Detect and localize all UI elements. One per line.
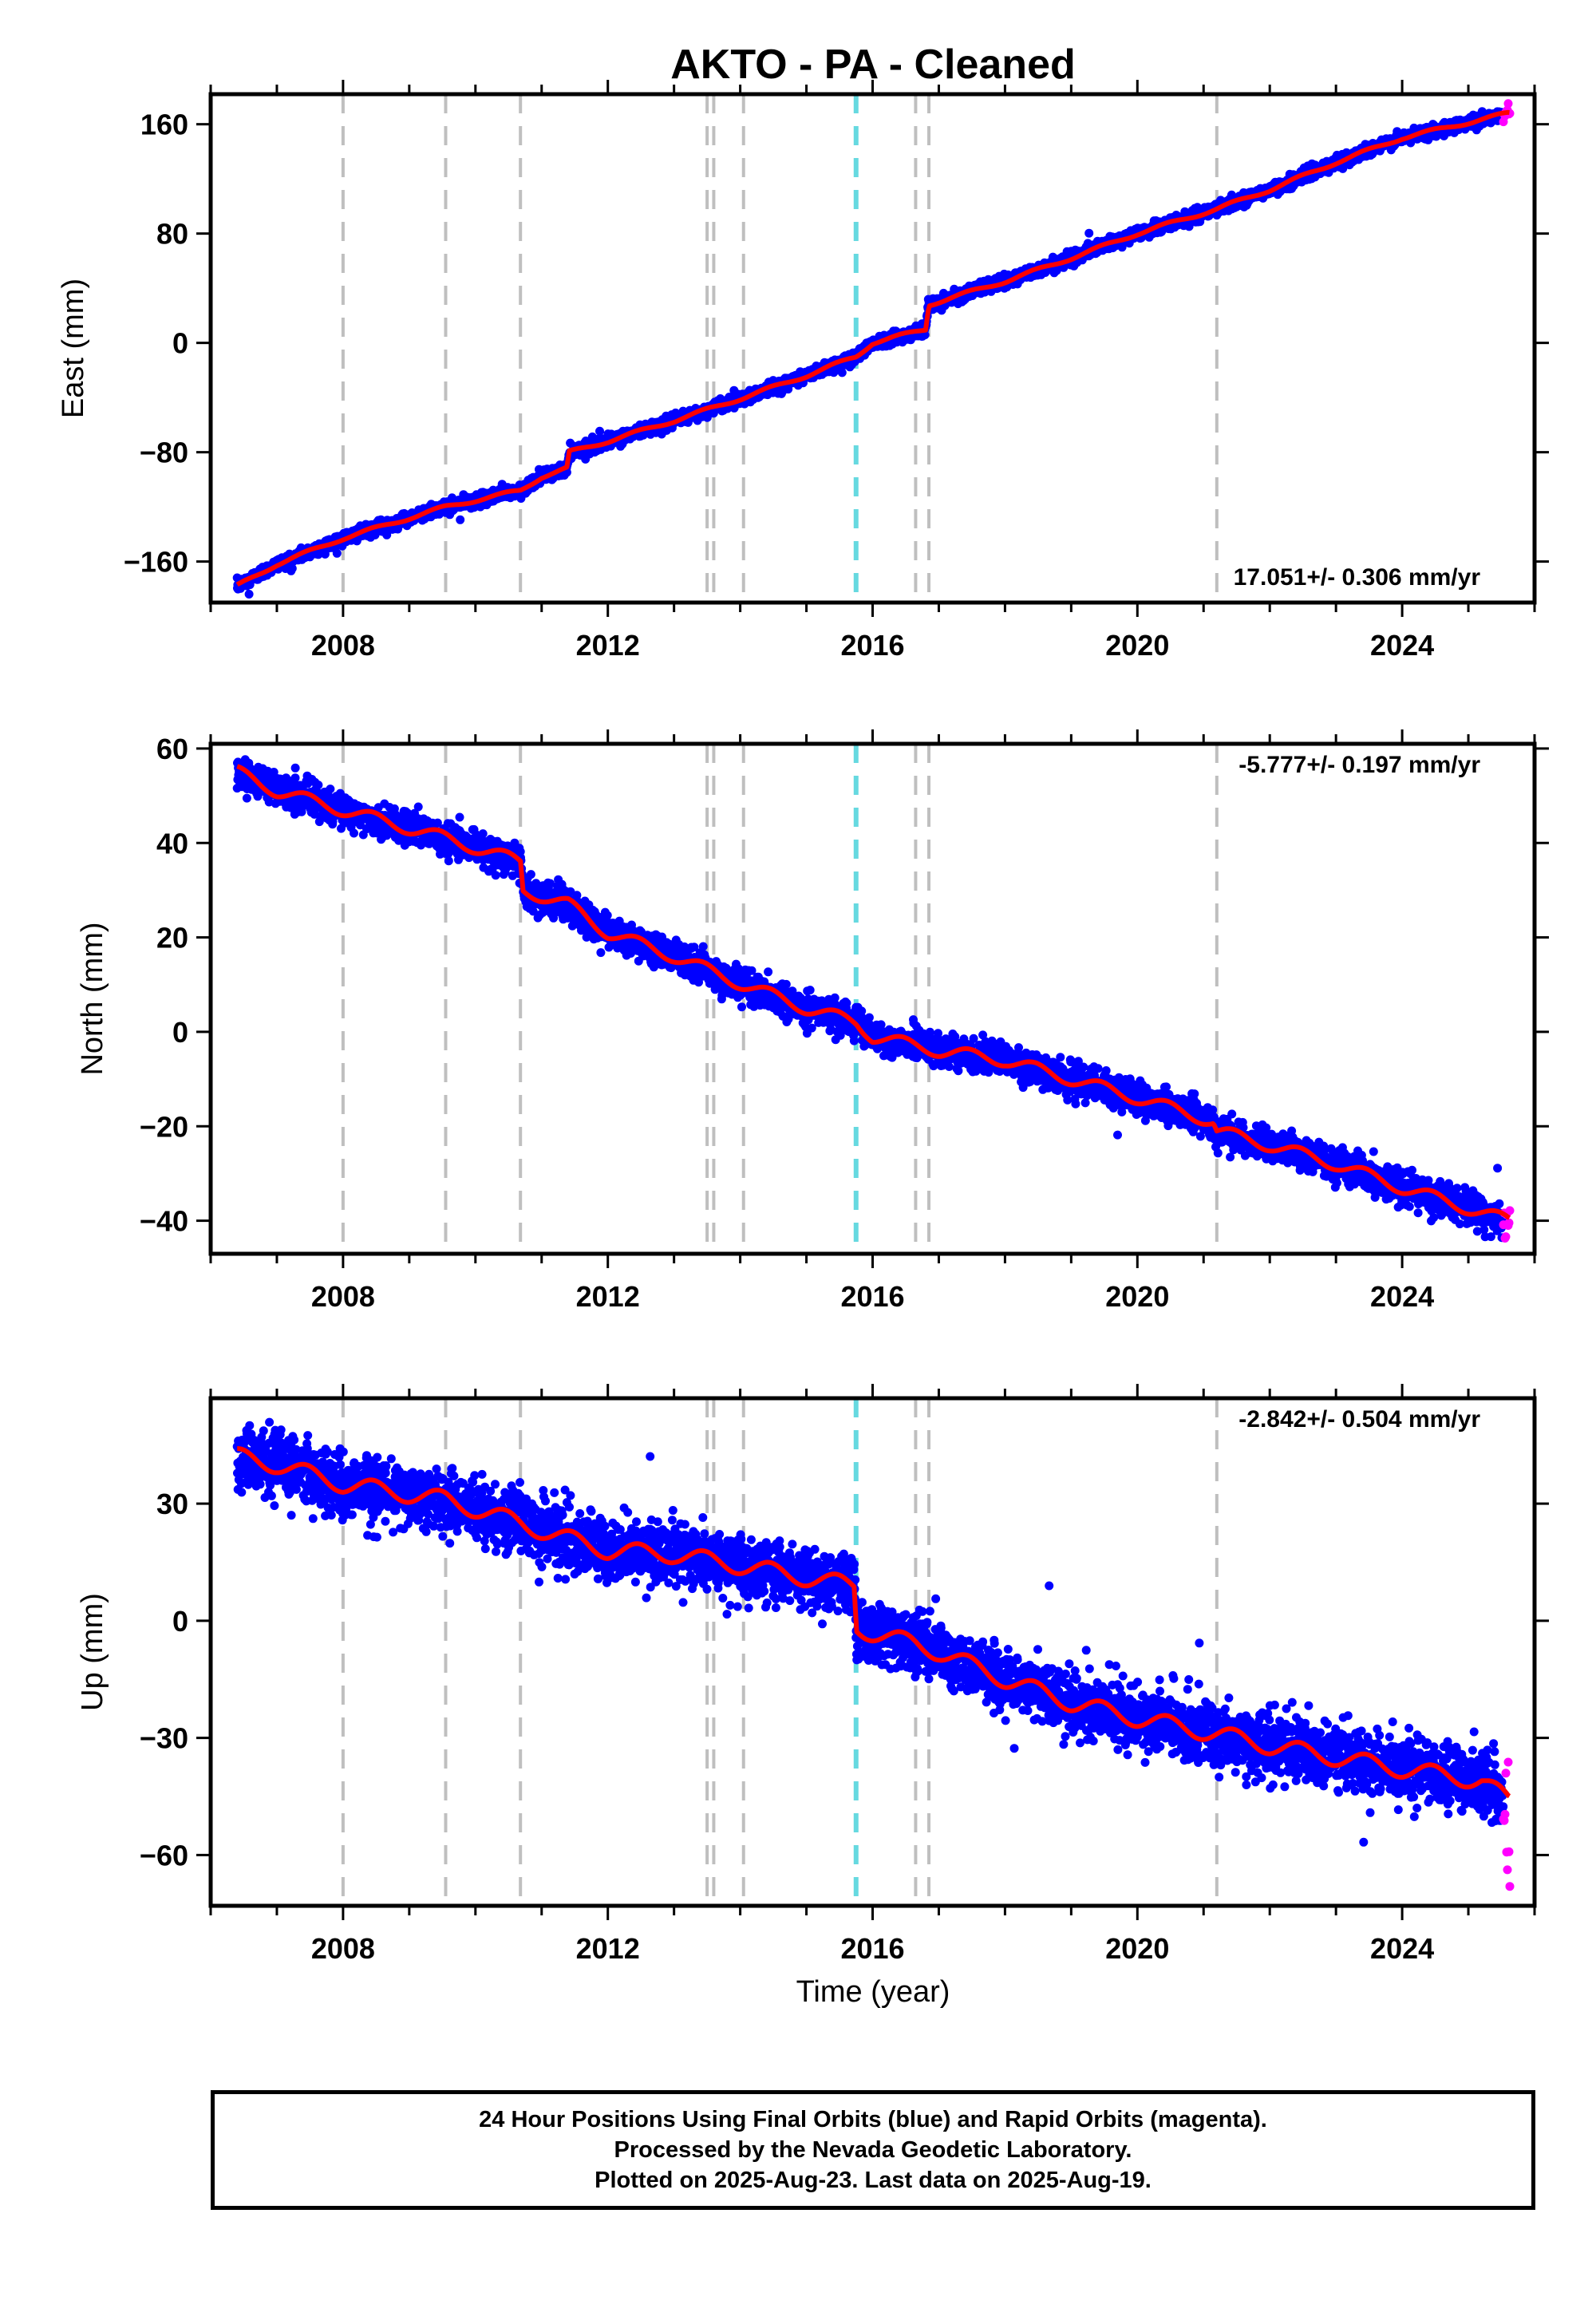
- plot-area: [232, 744, 1515, 1254]
- y-tick-label: 20: [156, 922, 188, 954]
- x-tick-label: 2024: [1370, 1280, 1434, 1313]
- rate-label: -2.842+/- 0.504 mm/yr: [1238, 1406, 1480, 1433]
- panel-2: 2008 2012 2016 2020 2024 −40 −20 0 20 40 60 North (…: [76, 729, 1549, 1313]
- footer-box: 24 Hour Positions Using Final Orbits (bl…: [211, 2090, 1535, 2210]
- rate-label: -5.777+/- 0.197 mm/yr: [1238, 752, 1480, 778]
- panels: 2008 2012 2016 2020 2024 −160 −80 0 80 160 East (m…: [57, 80, 1549, 1965]
- plot-frame: [208, 1396, 1537, 1908]
- x-tick-label: 2024: [1370, 1932, 1434, 1965]
- y-tick-label: 0: [172, 1605, 188, 1638]
- x-tick-label: 2008: [311, 629, 375, 662]
- final-orbit-points: [232, 755, 1508, 1243]
- x-tick-label: 2008: [311, 1280, 375, 1313]
- y-tick-label: 60: [156, 733, 188, 765]
- x-tick-label: 2012: [576, 1932, 640, 1965]
- footer-line-3: Plotted on 2025-Aug-23. Last data on 202…: [595, 2168, 1152, 2193]
- x-tick-label: 2012: [576, 629, 640, 662]
- plot-frame: [208, 92, 1537, 605]
- final-orbit-points: [232, 107, 1508, 599]
- y-tick-label: −160: [124, 546, 188, 579]
- x-tick-label: 2016: [840, 1932, 904, 1965]
- x-axis-label: Time (year): [796, 1975, 950, 2009]
- y-tick-label: 160: [140, 109, 188, 141]
- model-fit-line: [235, 764, 1511, 1220]
- model-fit-line: [235, 109, 1511, 587]
- x-tick-label: 2020: [1105, 1932, 1169, 1965]
- model-fit-line: [235, 1446, 1511, 1799]
- x-tick-label: 2016: [840, 1280, 904, 1313]
- final-orbit-points: [232, 1417, 1508, 1847]
- rate-label: 17.051+/- 0.306 mm/yr: [1234, 564, 1481, 591]
- footer-line-2: Processed by the Nevada Geodetic Laborat…: [614, 2137, 1132, 2163]
- y-tick-label: −30: [140, 1722, 188, 1755]
- y-tick-label: −80: [140, 437, 188, 469]
- y-tick-label: −60: [140, 1839, 188, 1871]
- plot-frame: [208, 741, 1537, 1256]
- rapid-orbit-points: [1499, 1757, 1515, 1891]
- panel-1: 2008 2012 2016 2020 2024 −160 −80 0 80 160 East (m…: [57, 80, 1549, 662]
- plot-area: [232, 94, 1515, 603]
- x-tick-label: 2008: [311, 1932, 375, 1965]
- y-tick-label: 30: [156, 1488, 188, 1520]
- x-tick-label: 2024: [1370, 629, 1434, 662]
- y-axis-label: East (mm): [57, 279, 90, 418]
- y-axis-label: Up (mm): [76, 1593, 109, 1711]
- y-tick-label: 80: [156, 218, 188, 251]
- y-tick-label: 0: [172, 1016, 188, 1049]
- x-tick-label: 2016: [840, 629, 904, 662]
- y-tick-label: 0: [172, 327, 188, 360]
- x-tick-label: 2020: [1105, 629, 1169, 662]
- x-tick-label: 2020: [1105, 1280, 1169, 1313]
- x-tick-label: 2012: [576, 1280, 640, 1313]
- y-tick-label: −40: [140, 1205, 188, 1238]
- plot-area: [232, 1398, 1515, 1906]
- y-tick-label: 40: [156, 827, 188, 860]
- y-axis-label: North (mm): [76, 922, 109, 1075]
- footer-line-1: 24 Hour Positions Using Final Orbits (bl…: [479, 2107, 1267, 2132]
- y-tick-label: −20: [140, 1110, 188, 1143]
- panel-3: 2008 2012 2016 2020 2024 −60 −30 0 30 Up (mm) -2.8…: [76, 1384, 1549, 1965]
